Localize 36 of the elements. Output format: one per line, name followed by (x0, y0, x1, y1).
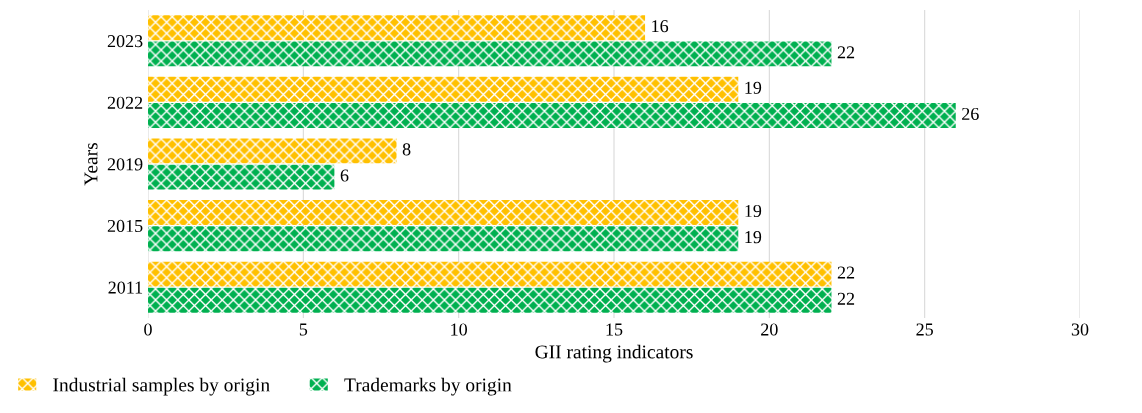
data-label: 22 (837, 266, 855, 279)
bar (148, 103, 956, 128)
bar (148, 200, 739, 225)
x-tick-label: 25 (916, 323, 933, 336)
bar (148, 41, 832, 67)
y-tick-label: 2019 (107, 158, 143, 171)
y-tick-label: 2022 (107, 96, 143, 109)
bar (148, 76, 739, 102)
x-tick-label: 30 (1071, 323, 1089, 336)
bar (148, 138, 397, 164)
bar (148, 287, 832, 313)
data-label: 8 (402, 143, 411, 156)
y-tick-label: 2015 (107, 219, 143, 233)
data-label: 6 (340, 169, 349, 182)
x-tick-label: 20 (761, 323, 778, 336)
data-label: 16 (652, 20, 669, 33)
bar (148, 226, 739, 252)
legend-label: Trademarks by origin (344, 377, 512, 396)
data-label: 19 (745, 204, 762, 218)
data-label: 19 (745, 81, 762, 94)
data-label: 26 (962, 107, 979, 121)
x-tick-label: 0 (144, 323, 152, 336)
data-label: 22 (837, 46, 855, 59)
bar (148, 15, 646, 41)
x-tick-label: 5 (299, 323, 308, 336)
bar (148, 164, 335, 190)
x-tick-label: 10 (451, 323, 468, 336)
legend-label: Industrial samples by origin (53, 377, 270, 396)
x-axis-title: GII rating indicators (535, 344, 693, 363)
y-axis-title: Years (84, 143, 98, 186)
bar (148, 261, 832, 287)
data-label: 19 (745, 231, 762, 244)
y-tick-label: 2011 (108, 281, 143, 294)
y-tick-label: 2023 (107, 35, 143, 48)
data-label: 22 (837, 292, 855, 305)
x-tick-label: 15 (606, 323, 623, 336)
